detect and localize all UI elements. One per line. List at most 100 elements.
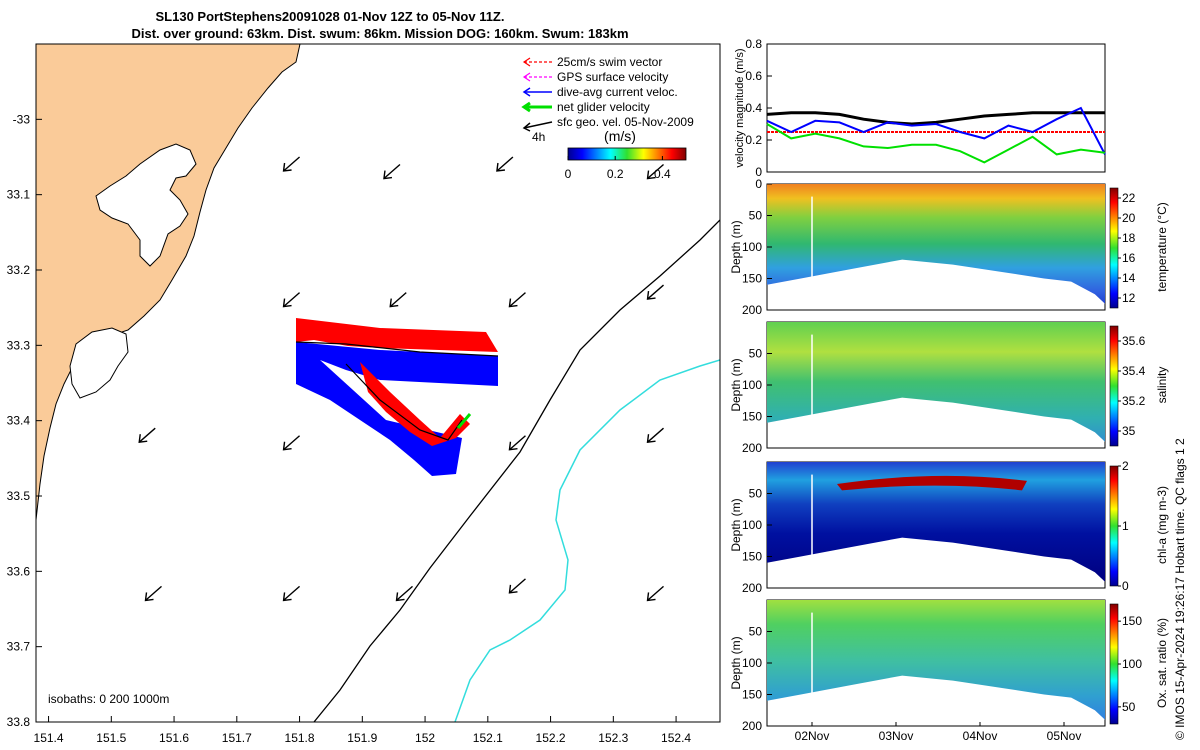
surface-vector-arrow: [283, 585, 301, 601]
temperature-ylabel: Depth (m): [729, 220, 743, 273]
temperature-ytick-label: 0: [755, 177, 762, 191]
chlorophyll-section: [767, 462, 1105, 582]
map-ytick-label: 33.8: [7, 715, 31, 729]
glider-track-red-lower: [360, 362, 470, 446]
surface-vector-arrowhead: [646, 290, 656, 300]
surface-vector-arrowhead: [646, 434, 656, 444]
oxygen-colorbar: [1109, 603, 1119, 725]
surface-vector-arrowhead: [508, 584, 518, 594]
surface-vector-arrowhead: [138, 434, 148, 444]
map-xtick-label: 151.7: [222, 731, 252, 745]
temperature-colorbar-tick-label: 12: [1122, 291, 1136, 305]
salinity-colorbar-tick-label: 35.4: [1122, 364, 1146, 378]
salinity-colorbar-tick-label: 35.6: [1122, 334, 1146, 348]
legend-time-note: 4h: [532, 130, 545, 144]
surface-vector-arrowhead: [282, 592, 292, 602]
temperature-colorbar-label: temperature (°C): [1155, 202, 1169, 292]
salinity-section: [767, 322, 1105, 442]
map-colorbar-tick-label: 0: [565, 167, 572, 181]
legend-entry: dive-avg current veloc.: [557, 85, 678, 99]
velocity-dive-current-series: [766, 106, 1106, 155]
surface-vector-arrowhead: [395, 592, 405, 602]
salinity-colorbar: [1109, 325, 1119, 447]
temperature-section: [767, 184, 1105, 304]
chlorophyll-ytick-label: 50: [749, 487, 763, 501]
velocity-sfc-geo-series: [766, 111, 1105, 126]
map-xtick-label: 151.4: [34, 731, 64, 745]
oxygen-xtick-label: 02Nov: [795, 729, 830, 743]
salinity-ytick-label: 200: [742, 441, 762, 455]
velocity-ytick-label: 0: [755, 165, 762, 179]
oxygen-colorbar-tick-label: 50: [1122, 700, 1136, 714]
velocity-ylabel: velocity magnitude (m/s): [734, 48, 746, 167]
temperature-ytick-label: 100: [742, 240, 762, 254]
salinity-colorbar-tick-label: 35.2: [1122, 394, 1146, 408]
surface-vector-arrowhead: [646, 592, 656, 602]
surface-vector-arrowhead: [496, 162, 506, 172]
map-colorbar: [567, 147, 687, 161]
velocity-ytick-label: 0.8: [745, 37, 762, 51]
map-xtick-label: 151.6: [159, 731, 189, 745]
velocity-net-glider-series: [766, 123, 1106, 164]
legend-arrowhead: [522, 122, 531, 132]
surface-vector-arrowhead: [646, 170, 656, 180]
chlorophyll-ylabel: Depth (m): [729, 498, 743, 551]
isobath-1000m: [454, 359, 720, 722]
map-xtick-label: 152.3: [598, 731, 628, 745]
surface-vector-arrow: [283, 435, 301, 451]
legend-arrowhead: [522, 57, 531, 67]
surface-vector-arrow: [283, 292, 301, 308]
salinity-panel: 50 100 150 200 Depth (m) 35 35.2 35.4 35.6 salini…: [729, 321, 1169, 455]
map-xtick-label: 152: [415, 731, 435, 745]
oxygen-ytick-label: 50: [749, 625, 763, 639]
surface-vectors: [138, 156, 664, 602]
temperature-colorbar-tick-label: 16: [1122, 251, 1136, 265]
surface-vector-arrowhead: [508, 441, 518, 451]
surface-vector-arrowhead: [282, 298, 292, 308]
salinity-colorbar-tick-label: 35: [1122, 424, 1136, 438]
legend-line: [523, 121, 553, 129]
temperature-ytick-label: 50: [749, 209, 763, 223]
isobath-200m: [313, 219, 720, 722]
estuary: [95, 143, 197, 267]
glider-track-blue: [296, 342, 498, 476]
surface-vector-arrowhead: [508, 298, 518, 308]
map-xtick-label: 151.9: [347, 731, 377, 745]
oxygen-ytick-label: 100: [742, 656, 762, 670]
map-ytick-label: 33.2: [7, 263, 31, 277]
map-xtick-label: 151.8: [285, 731, 315, 745]
temperature-colorbar-tick-label: 22: [1122, 191, 1136, 205]
temperature-ytick-label: 150: [742, 272, 762, 286]
chlorophyll-ytick-label: 150: [742, 550, 762, 564]
oxygen-panel: 50 100 150 200 Depth (m) 50 100 150 Ox. sat. rat…: [729, 599, 1169, 743]
chlorophyll-colorbar-tick-label: 1: [1122, 519, 1129, 533]
chlorophyll-colorbar-tick-label: 2: [1122, 459, 1129, 473]
salinity-colorbar-label: salinity: [1155, 367, 1169, 404]
legend-arrowhead: [521, 101, 531, 113]
figure-title-line2: Dist. over ground: 63km. Dist. swum: 86k…: [131, 26, 628, 41]
surface-vector-arrow: [509, 292, 526, 308]
oxygen-colorbar-label: Ox. sat. ratio (%): [1155, 618, 1169, 708]
chlorophyll-ytick-label: 100: [742, 518, 762, 532]
legend-entry: 25cm/s swim vector: [557, 55, 662, 69]
legend-arrowhead: [522, 87, 531, 97]
figure-title-line1: SL130 PortStephens20091028 01-Nov 12Z to…: [156, 9, 505, 24]
surface-vector-arrowhead: [383, 170, 393, 180]
surface-vector-arrowhead: [282, 162, 292, 172]
imos-side-note: © IMOS 15-Apr-2024 19:26:17 Hobart time.…: [1173, 438, 1187, 740]
surface-vector-arrow: [389, 292, 407, 308]
chlorophyll-panel: 50 100 150 200 Depth (m) 0 1 2 chl-a (mg m-3): [729, 459, 1169, 595]
glider-track-outline: [295, 341, 499, 357]
map-ytick-label: 33.3: [7, 338, 31, 352]
surface-vector-arrow: [383, 164, 401, 180]
map-colorbar-tick-label: 0.4: [654, 167, 671, 181]
map-xtick-label: 151.5: [96, 731, 126, 745]
temperature-colorbar: [1109, 187, 1119, 309]
surface-vector-arrowhead: [144, 592, 154, 602]
net-glider-velocity-mark: [456, 413, 472, 429]
temperature-ytick-label: 200: [742, 303, 762, 317]
legend-entry: net glider velocity: [557, 100, 650, 114]
oxygen-ytick-label: 200: [742, 719, 762, 733]
chlorophyll-ytick-label: 200: [742, 581, 762, 595]
surface-vector-arrow: [396, 585, 413, 601]
